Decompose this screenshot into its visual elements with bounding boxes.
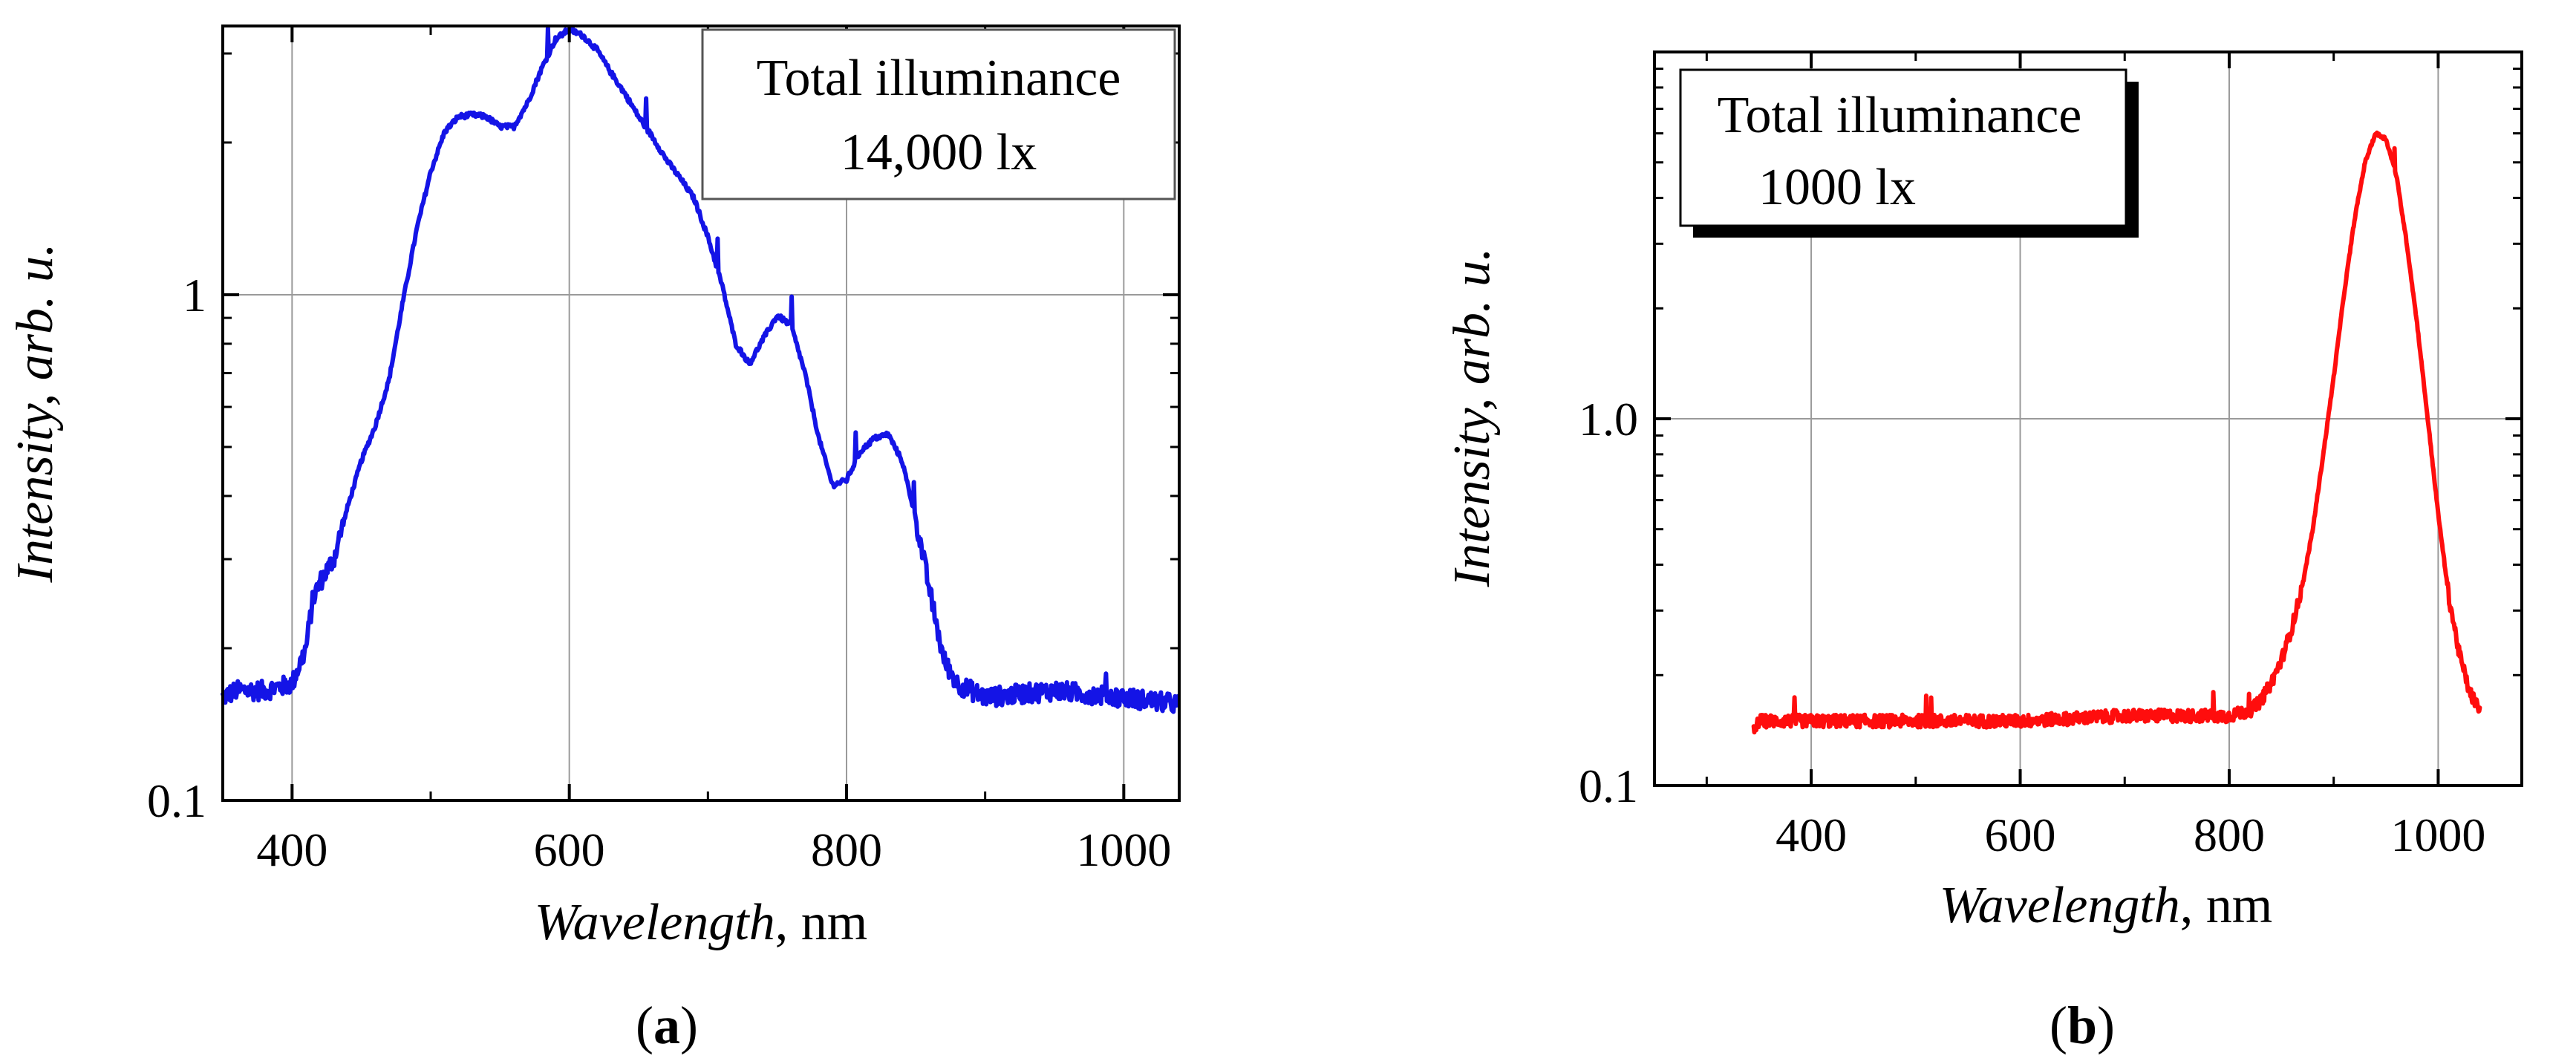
panel-b-ytick-label-0.1: 0.1 (1579, 760, 1638, 812)
panel-a-series-line (221, 26, 1181, 714)
panel-b-xtick-label-400: 400 (1776, 809, 1847, 861)
panel-a-legend-line1: Total illuminance (757, 50, 1121, 107)
panel-b-xlabel-unit: , nm (2180, 877, 2272, 934)
panel-a: 400 600 800 1000 0.1 1 Wavelength, nm In… (7, 25, 1181, 1055)
panel-b: 400 600 800 1000 0.1 1.0 Wavelength, nm … (1444, 50, 2523, 1055)
panel-a-xtick-label-1000: 1000 (1076, 823, 1171, 876)
panel-b-xtick-label-800: 800 (2194, 809, 2265, 861)
panel-b-ytick-label-1: 1.0 (1579, 393, 1638, 445)
panel-a-xlabel-unit: , nm (775, 894, 867, 951)
panel-a-ylabel-unit: , arb. u. (7, 244, 64, 407)
panel-b-ylabel-unit: , arb. u. (1444, 248, 1501, 411)
panel-b-ylabel: Intensity (1444, 408, 1501, 588)
panel-b-xlabel: Wavelength (1940, 877, 2180, 934)
panel-b-legend-line2: 1000 lx (1758, 159, 1916, 216)
panel-b-x-axis-title: Wavelength, nm (1940, 877, 2272, 934)
panel-a-xtick-label-400: 400 (256, 823, 327, 876)
panel-a-xtick-label-600: 600 (534, 823, 605, 876)
panel-b-grid (1654, 52, 2522, 786)
panel-b-ticks (1654, 50, 2522, 787)
panel-a-ytick-label-1: 1 (183, 269, 206, 322)
panel-a-y-axis-title: Intensity, arb. u. (7, 244, 64, 584)
panel-a-x-axis-title: Wavelength, nm (535, 894, 867, 951)
panel-b-legend-box: Total illuminance 1000 lx (1679, 68, 2139, 238)
panel-b-xtick-label-600: 600 (1985, 809, 2056, 861)
panel-a-caption-letter: a (653, 996, 680, 1055)
panel-a-caption: (a) (636, 996, 698, 1055)
panel-a-ylabel: Intensity (7, 403, 64, 584)
panel-a-legend-box: Total illuminance 14,000 lx (701, 28, 1176, 200)
panel-b-xtick-label-1000: 1000 (2390, 809, 2485, 861)
panel-b-caption-letter: b (2067, 996, 2097, 1055)
panel-b-caption: (b) (2050, 996, 2115, 1055)
panel-b-legend-frame (1679, 68, 2127, 227)
panel-b-legend-line1: Total illuminance (1718, 87, 2082, 144)
panel-a-plot-frame (221, 25, 1181, 802)
panel-a-ytick-label-0.1: 0.1 (147, 774, 206, 827)
panel-b-y-axis-title: Intensity, arb. u. (1444, 248, 1501, 588)
panel-a-ticks (223, 26, 1179, 802)
panel-a-legend-frame (701, 28, 1176, 200)
panel-a-xlabel: Wavelength (535, 894, 775, 951)
panel-b-series-line (1751, 130, 2482, 735)
panel-a-legend-line2: 14,000 lx (841, 124, 1037, 181)
panel-a-xtick-label-800: 800 (811, 823, 882, 876)
